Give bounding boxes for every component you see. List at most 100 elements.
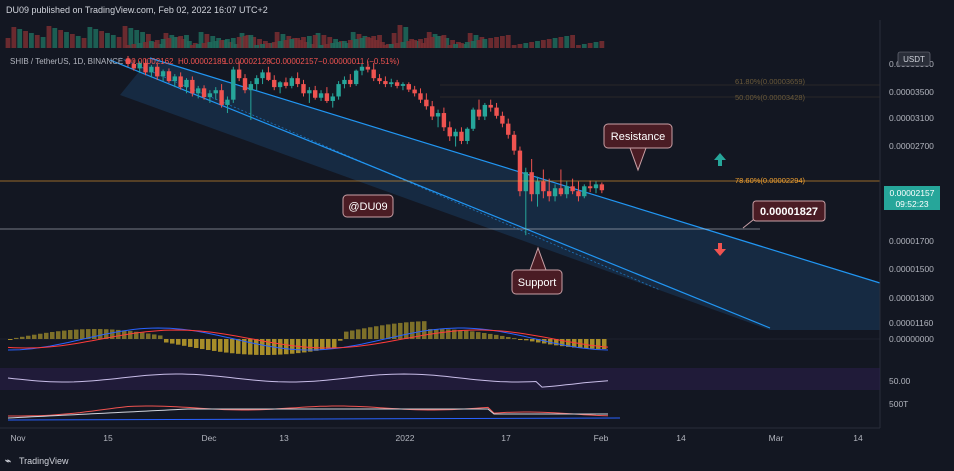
candle-body [570,186,575,192]
volume-bar [540,40,546,48]
resistance-label: Resistance [611,131,665,143]
macd-signal-line [7,329,609,349]
time-axis[interactable]: Nov 15 Dec 13 2022 17 Feb 14 Mar 14 [0,427,880,443]
volume-bar [318,45,324,48]
volume-bar [260,44,265,48]
volume-bar [488,38,494,48]
volume-bar [309,44,315,48]
candle-body [125,58,131,64]
candle-body [558,188,564,195]
macd-histogram-bar [260,339,265,355]
macd-histogram-bar [374,326,379,339]
volume-bar [456,42,461,48]
candle-body [500,115,505,124]
last-price-box [884,186,940,210]
volume-bar [40,37,46,48]
volume-bar [192,43,198,48]
volume-bar [391,33,397,48]
volume-bar [546,39,552,48]
volume-bar [64,32,69,48]
volume-bar [242,36,248,48]
volume-bar [464,42,470,48]
volume-bar [339,41,344,48]
rsi-mid-label: 50.00 [889,376,911,386]
candle-body [400,84,406,86]
volume-bar [385,44,391,48]
volume-bar [125,45,131,48]
volume-bar [371,36,377,48]
volume-bar [157,44,163,48]
last-price-badge: 0.00002157 09:52:23 [884,186,940,210]
volume-bar [473,35,479,48]
volume-bar [420,43,426,48]
time-tick-label: 2022 [396,433,415,443]
volume-bar [230,38,236,48]
volume-bar [225,39,230,48]
candle-body [535,181,540,195]
candle-body [523,172,528,192]
macd-pane [0,321,880,355]
level-price-label: 0.00001827 [760,206,818,218]
volume-bar [143,42,148,48]
volume-bar [459,43,464,48]
support-label: Support [518,277,557,289]
time-tick-label: Mar [769,433,784,443]
volume-bar [350,32,356,48]
volume-bar [175,37,181,48]
candle-body [172,76,177,82]
candle-body [582,186,587,197]
volume-bar [69,34,75,48]
volume-bar [593,42,599,48]
candle-body [394,82,400,86]
volume-bar [280,34,286,48]
volume-bar [315,33,321,48]
volume-bar [435,36,441,48]
macd-histogram-bar [482,332,487,339]
price-tick-label: 0.00001500 [889,264,934,274]
candle-body [529,172,534,195]
volume-bar [441,35,447,48]
volume-bar [29,33,34,48]
tradingview-logo[interactable]: ⌁ TradingView [5,456,69,467]
candle-body [242,78,248,91]
volume-bar [336,42,341,48]
candle-body [383,81,388,85]
macd-histogram-bar [368,327,373,339]
candle-body [465,128,470,141]
macd-histogram-bar [284,339,289,355]
volume-bar [283,40,289,48]
volume-bar [587,43,593,48]
volume-bar [423,38,429,48]
tradingview-logo-icon: ⌁ [5,456,11,467]
currency-badge[interactable]: USDT [897,51,931,67]
candle-body [371,69,376,79]
macd-histogram-bar [266,339,271,355]
macd-histogram-bar [278,339,283,355]
candle-body [307,90,312,94]
volume-bar [239,33,245,48]
candle-body [587,186,593,189]
rsi-band [0,368,880,390]
price-tick-label: 0.00001160 [889,318,934,328]
volume-oscillator-pane [7,405,621,421]
volume-bar [368,38,374,48]
volume-bar [362,36,368,48]
candle-body [342,79,347,85]
volume-bar [11,27,17,48]
symbol-label[interactable]: SHIB / TetherUS, 1D, BINANCE [10,57,123,66]
rsi-line [7,373,609,388]
candle-body [517,150,523,192]
candle-body [201,88,207,98]
macd-histogram-bar [206,339,211,351]
macd-histogram-bar [188,339,193,347]
author-label: @DU09 [348,201,387,213]
volume-bar [204,34,210,48]
oscillator-slow-line [7,408,608,419]
volume-bar [222,40,227,48]
volume-bar [432,34,438,48]
volume-bar [374,40,379,48]
volume-bar [58,30,64,48]
macd-histogram-bar [194,339,199,348]
volume-bar [470,41,476,48]
volume-bar [415,41,420,48]
